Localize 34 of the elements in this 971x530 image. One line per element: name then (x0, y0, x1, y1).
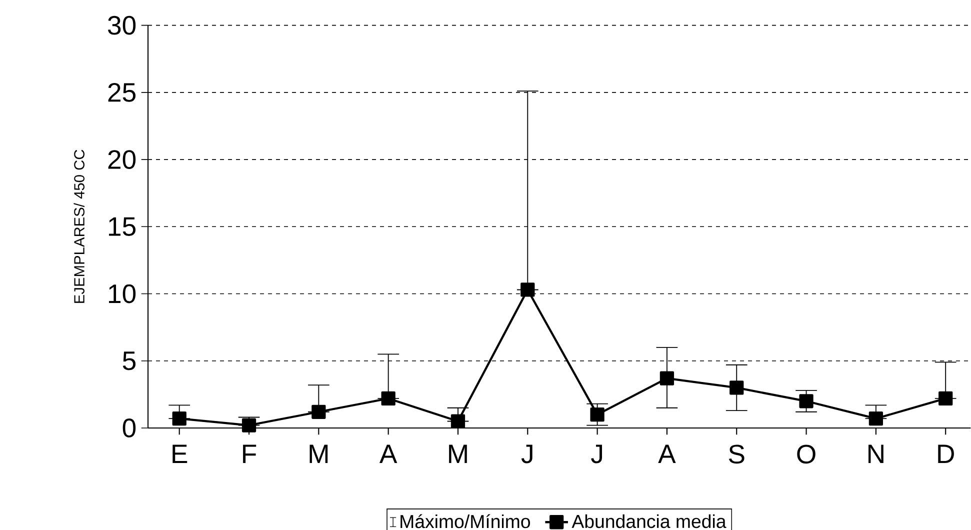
point (312, 404, 326, 419)
text: Máximo/Mínimo (400, 514, 530, 528)
legend-label: Abundancia media (572, 514, 726, 528)
x-tick-label: O (797, 444, 816, 464)
y-tick-label: 10 (108, 284, 136, 304)
point (590, 407, 604, 422)
x-tick-label: F (243, 444, 256, 464)
x-tick-label: S (728, 444, 744, 464)
y-axis-title: EJEMPLARES/ 450 CC (74, 150, 84, 303)
x-tick-label: M (449, 444, 467, 464)
x-tick-label: D (938, 444, 954, 464)
x-tick-label: N (868, 444, 884, 464)
y-tick-label: 5 (122, 352, 136, 370)
point (381, 391, 396, 406)
y-tick-label: 20 (108, 150, 136, 169)
point (242, 418, 256, 432)
point (730, 380, 744, 395)
x-tick-label: M (310, 444, 328, 464)
x-tick-label: J (521, 444, 532, 464)
x-tick-label: J (591, 444, 602, 464)
point (660, 371, 674, 386)
point (868, 412, 884, 426)
point (172, 412, 186, 426)
point (938, 391, 953, 406)
point (799, 394, 814, 408)
point (520, 282, 535, 297)
x-tick-label: A (658, 444, 676, 464)
x-tick-label: A (379, 444, 398, 464)
y-tick-label: 0 (122, 418, 136, 438)
x-tick-label: E (172, 444, 188, 464)
y-tick-label: 25 (108, 83, 136, 102)
y-tick-label: 30 (108, 16, 136, 35)
y-tick-label: 15 (108, 217, 136, 236)
point (450, 414, 466, 428)
